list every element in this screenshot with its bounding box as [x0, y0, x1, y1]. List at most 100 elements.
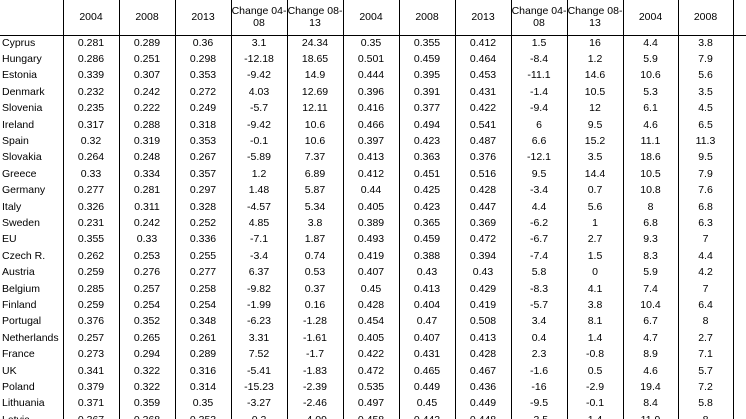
value-cell: 10.5 — [566, 84, 623, 101]
value-cell: 3.5 — [566, 149, 623, 167]
value-cell: 15.2 — [566, 133, 623, 150]
value-cell: 0.369 — [454, 215, 511, 232]
value-cell: 4.4 — [677, 248, 733, 265]
value-cell: 0.355 — [62, 231, 119, 249]
value-cell: 6 — [510, 116, 567, 134]
value-cell: 0.45 — [342, 280, 399, 298]
country-cell: Netherlands — [2, 331, 59, 344]
value-cell: 0.501 — [342, 51, 399, 68]
value-cell: 0.412 — [342, 166, 399, 183]
value-cell: 7.37 — [286, 149, 343, 167]
value-cell: 0.318 — [174, 116, 231, 134]
value-cell: 5.3 — [622, 84, 678, 101]
value-cell: 4.6 — [622, 116, 678, 134]
value-cell: 0.16 — [286, 297, 343, 314]
country-cell: Slovakia — [2, 151, 42, 164]
value-cell: 12.69 — [286, 84, 343, 101]
value-cell: 0.294 — [118, 346, 175, 363]
value-cell: 0.317 — [62, 116, 119, 134]
column-header: 2008 — [118, 0, 175, 36]
column-header: 2013 — [732, 0, 746, 36]
value-cell: 0.311 — [118, 198, 175, 216]
value-cell: 3.1 — [230, 35, 287, 52]
value-cell: 0.376 — [62, 313, 119, 331]
value-cell: 0.465 — [398, 362, 455, 380]
table-row: Sweden 0.231 0.242 0.252 4.85 3.8 0.389 0.365 0.… — [0, 215, 746, 232]
value-cell: 0.395 — [398, 67, 455, 85]
column-header: 2004 — [622, 0, 678, 36]
value-cell: 7.2 — [677, 379, 733, 396]
value-cell: -6.23 — [230, 313, 287, 331]
value-cell: 11.1 — [622, 133, 678, 150]
value-cell: 9.5 — [510, 166, 567, 183]
value-cell: 0.258 — [174, 280, 231, 298]
country-cell: Spain — [2, 135, 29, 148]
value-cell: 5.6 — [677, 67, 733, 85]
value-cell: -1.28 — [286, 313, 343, 331]
value-cell: -9.4 — [510, 100, 567, 117]
country-cell: EU — [2, 233, 17, 246]
value-cell: 0.458 — [342, 411, 399, 419]
value-cell: 0.431 — [454, 84, 511, 101]
value-cell: 0.368 — [118, 411, 175, 419]
value-cell: 0.541 — [454, 116, 511, 134]
table-row: Portugal 0.376 0.352 0.348 -6.23 -1.28 0.454 0.… — [0, 313, 746, 331]
value-cell: 0.248 — [118, 149, 175, 167]
column-header: 2008 — [677, 0, 733, 36]
table-row: Belgium 0.285 0.257 0.258 -9.82 0.37 0.45 0.413… — [0, 280, 746, 298]
table-row: Slovenia 0.235 0.222 0.249 -5.7 12.11 0.416 0.3… — [0, 100, 746, 117]
value-cell: 7.2 — [732, 84, 746, 101]
value-cell: 0.251 — [118, 51, 175, 68]
value-cell: 0.43 — [398, 264, 455, 281]
column-header: Change 04-08 — [510, 0, 567, 36]
column-header: 2013 — [454, 0, 511, 36]
table-row: Poland 0.379 0.322 0.314 -15.23 -2.39 0.535 0.4… — [0, 379, 746, 396]
value-cell: -1.7 — [286, 346, 343, 363]
value-cell: 7.52 — [230, 346, 287, 363]
country-cell: Denmark — [2, 85, 45, 98]
value-cell: 0.286 — [62, 51, 119, 68]
value-cell: -0.1 — [230, 133, 287, 150]
value-cell: 0.396 — [342, 84, 399, 101]
value-cell: 0.33 — [62, 166, 119, 183]
value-cell: 0.353 — [174, 411, 231, 419]
country-cell: Germany — [2, 184, 46, 197]
value-cell: 8.9 — [732, 67, 746, 85]
value-cell: -2.9 — [566, 379, 623, 396]
value-cell: 4.03 — [230, 84, 287, 101]
value-cell: 0.422 — [342, 346, 399, 363]
value-cell: 0.428 — [342, 297, 399, 314]
value-cell: 8.1 — [566, 313, 623, 331]
value-cell: 0.391 — [398, 84, 455, 101]
table-row: Lithuania 0.371 0.359 0.35 -3.27 -2.46 0.497 0.… — [0, 395, 746, 412]
value-cell: 7.3 — [732, 330, 746, 347]
value-cell: 8 — [677, 313, 733, 331]
value-cell: 17 — [732, 313, 746, 331]
value-cell: -12.18 — [230, 51, 287, 68]
value-cell: 14.6 — [566, 67, 623, 85]
value-cell: 0.261 — [174, 330, 231, 347]
value-cell: 1 — [566, 215, 623, 232]
country-cell: France — [2, 348, 35, 361]
value-cell: 0.407 — [342, 264, 399, 281]
value-cell: 0.36 — [174, 35, 231, 52]
value-cell: 0.267 — [174, 149, 231, 167]
value-cell: -11.1 — [510, 67, 567, 85]
value-cell: 0.341 — [62, 362, 119, 380]
value-cell: 0.249 — [174, 100, 231, 117]
value-cell: 14.4 — [566, 166, 623, 183]
value-cell: 11.9 — [622, 411, 678, 419]
value-cell: 0.222 — [118, 100, 175, 117]
value-cell: 0.348 — [174, 313, 231, 331]
table-body: Cyprus 0.281 0.289 0.36 3.1 24.34 0.35 0.355 0.4… — [0, 35, 746, 419]
country-cell: Belgium — [2, 282, 40, 295]
value-cell: 0.508 — [454, 313, 511, 331]
value-cell: 0 — [566, 264, 623, 281]
value-cell: -0.8 — [566, 346, 623, 363]
value-cell: -1.6 — [510, 362, 567, 380]
value-cell: 0.35 — [174, 395, 231, 412]
value-cell: 1.5 — [566, 248, 623, 265]
value-cell: 7.9 — [677, 51, 733, 68]
value-cell: 10.2 — [732, 51, 746, 68]
value-cell: 0.444 — [342, 67, 399, 85]
